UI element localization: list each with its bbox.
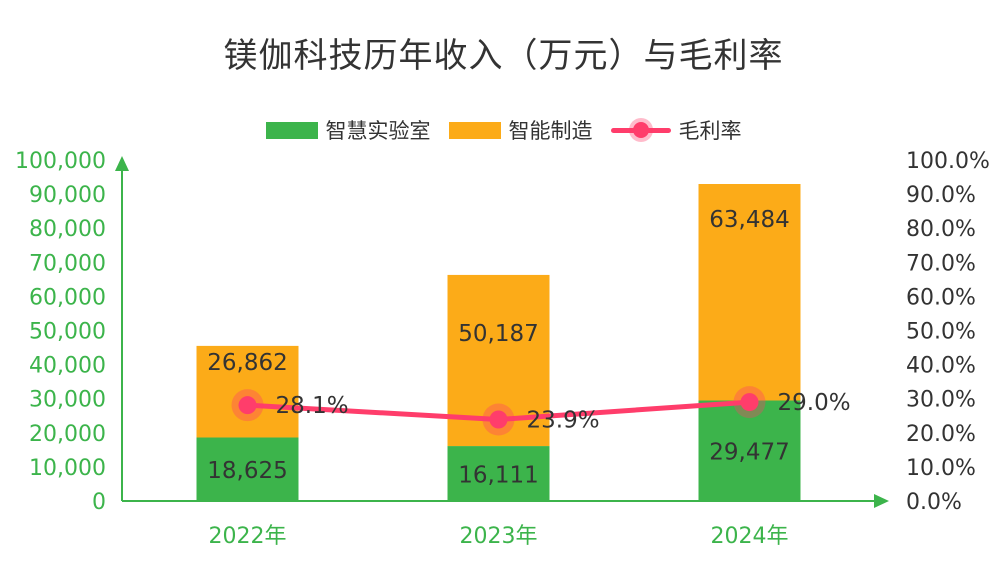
y-left-tick-label: 30,000 bbox=[29, 388, 106, 413]
y-left-tick-label: 70,000 bbox=[29, 251, 106, 276]
y-right-tick-label: 20.0% bbox=[906, 422, 976, 447]
y-axis-arrow bbox=[115, 156, 129, 171]
y-left-tick-label: 100,000 bbox=[15, 149, 106, 174]
y-right-tick-label: 100.0% bbox=[906, 149, 990, 174]
legend-label-margin: 毛利率 bbox=[678, 119, 742, 143]
y-left-tick-label: 90,000 bbox=[29, 183, 106, 208]
margin-point bbox=[238, 396, 257, 415]
y-right-tick-label: 70.0% bbox=[906, 251, 976, 276]
y-left-tick-label: 10,000 bbox=[29, 456, 106, 481]
data-label-lab: 18,625 bbox=[207, 458, 287, 484]
x-tick-label: 2024年 bbox=[711, 524, 789, 549]
y-left-tick-label: 80,000 bbox=[29, 217, 106, 242]
y-right-tick-label: 40.0% bbox=[906, 354, 976, 379]
bar-lab bbox=[196, 437, 299, 501]
legend-label-manufacturing: 智能制造 bbox=[508, 119, 593, 143]
bar-manufacturing bbox=[698, 184, 801, 401]
legend-label-lab: 智慧实验室 bbox=[325, 119, 431, 143]
y-left-tick-label: 20,000 bbox=[29, 422, 106, 447]
data-label-margin: 29.0% bbox=[778, 390, 851, 416]
data-label-lab: 16,111 bbox=[458, 463, 538, 489]
legend-swatch-margin bbox=[610, 120, 671, 140]
bar-manufacturing bbox=[196, 345, 299, 438]
legend-item-margin[interactable]: 毛利率 bbox=[610, 115, 742, 145]
data-label-manufacturing: 63,484 bbox=[709, 207, 789, 233]
data-label-margin: 23.9% bbox=[527, 408, 600, 434]
y-right-tick-label: 90.0% bbox=[906, 183, 976, 208]
y-right-tick-label: 30.0% bbox=[906, 388, 976, 413]
data-label-manufacturing: 26,862 bbox=[207, 350, 287, 376]
data-label-lab: 29,477 bbox=[709, 440, 789, 466]
data-label-margin: 28.1% bbox=[276, 393, 349, 419]
legend: 智慧实验室 智能制造 毛利率 bbox=[0, 115, 1007, 145]
y-right-tick-label: 10.0% bbox=[906, 456, 976, 481]
legend-swatch-lab bbox=[265, 121, 318, 139]
y-right-tick-label: 60.0% bbox=[906, 285, 976, 310]
data-label-manufacturing: 50,187 bbox=[458, 321, 538, 347]
x-tick-label: 2022年 bbox=[209, 524, 287, 549]
y-left-tick-label: 50,000 bbox=[29, 320, 106, 345]
legend-swatch-manufacturing bbox=[448, 121, 501, 139]
x-axis-arrow bbox=[874, 494, 889, 508]
bar-lab bbox=[447, 446, 550, 501]
y-right-tick-label: 80.0% bbox=[906, 217, 976, 242]
chart-title: 镁伽科技历年收入（万元）与毛利率 bbox=[223, 36, 784, 76]
legend-item-lab[interactable]: 智慧实验室 bbox=[265, 115, 431, 145]
y-right-tick-label: 0.0% bbox=[906, 490, 962, 515]
margin-point bbox=[740, 393, 759, 412]
margin-point bbox=[489, 410, 508, 429]
x-tick-label: 2023年 bbox=[460, 524, 538, 549]
bar-lab bbox=[698, 400, 801, 501]
legend-item-manufacturing[interactable]: 智能制造 bbox=[448, 115, 593, 145]
y-right-tick-label: 50.0% bbox=[906, 320, 976, 345]
y-left-tick-label: 0 bbox=[92, 490, 106, 515]
y-left-tick-label: 40,000 bbox=[29, 354, 106, 379]
y-left-tick-label: 60,000 bbox=[29, 285, 106, 310]
